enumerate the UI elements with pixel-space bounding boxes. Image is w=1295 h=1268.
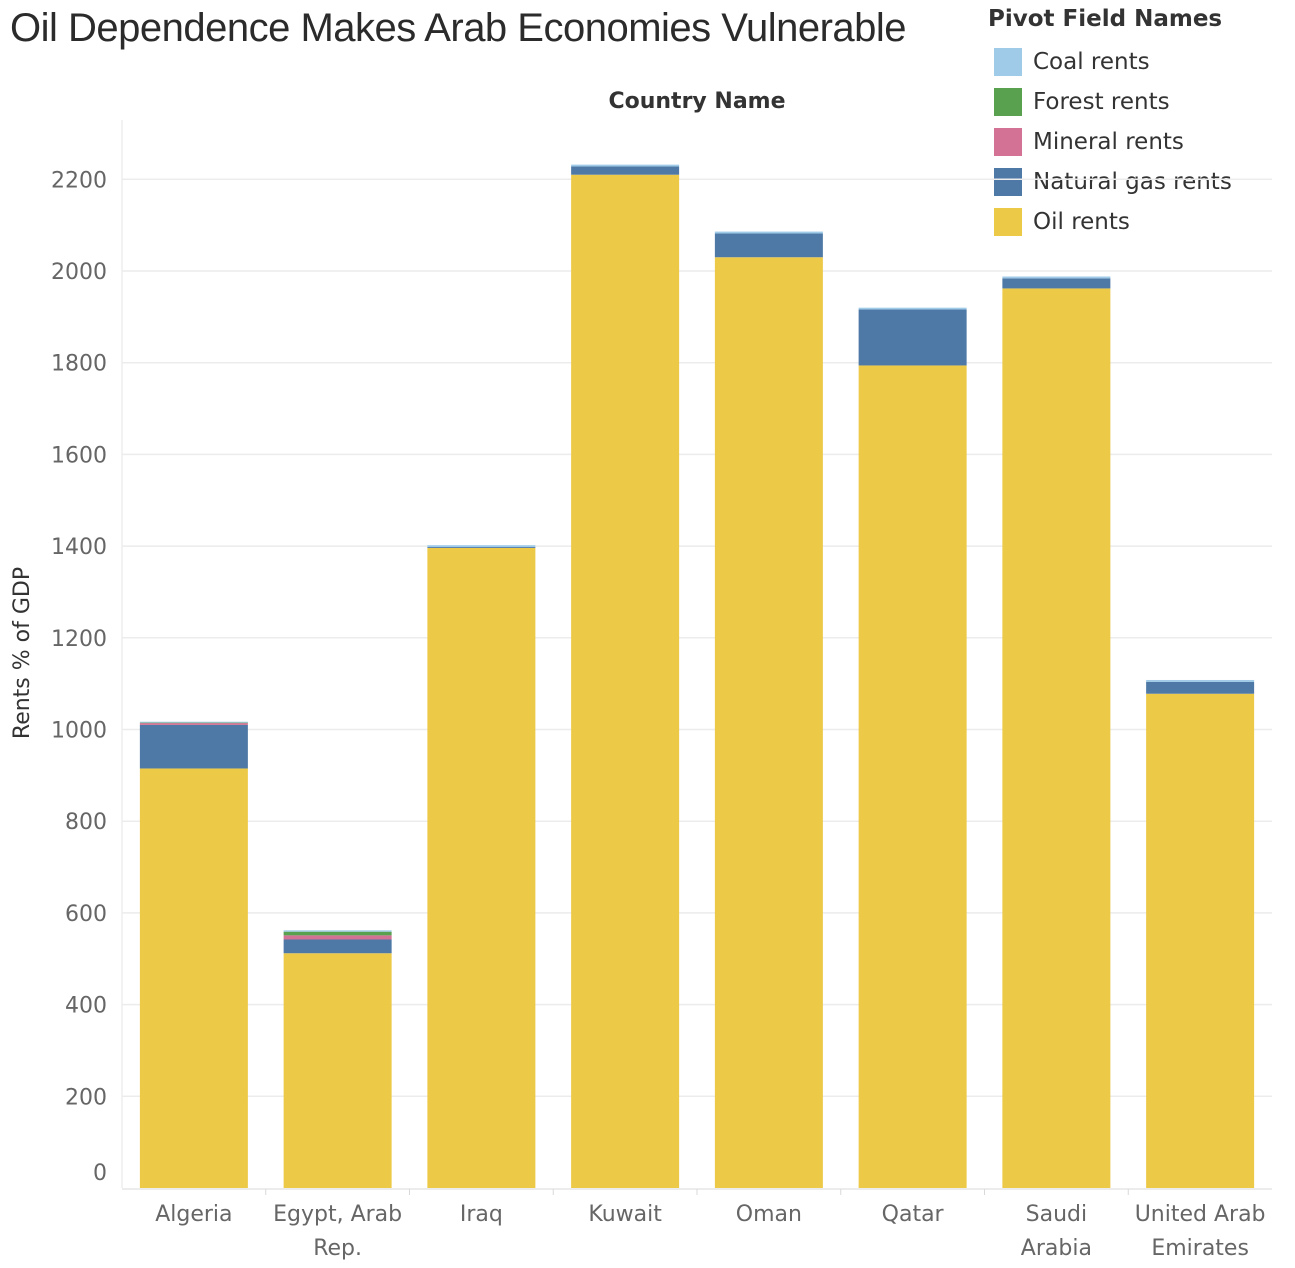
x-tick-label: Rep. [313, 1236, 362, 1261]
bar-segment-mineral-rents[interactable] [139, 723, 248, 725]
bar-segment-oil-rents[interactable] [1146, 693, 1255, 1188]
legend-swatch [994, 48, 1022, 76]
bar-segment-oil-rents[interactable] [714, 257, 823, 1188]
legend-swatch [994, 168, 1022, 196]
x-tick-label: Saudi [1026, 1202, 1087, 1227]
y-tick-label: 2000 [51, 260, 107, 285]
legend-item-coal[interactable]: Coal rents [988, 42, 1232, 82]
bar-segment-coal-rents[interactable] [283, 930, 392, 932]
y-tick-label: 1600 [51, 443, 107, 468]
bar-segment-natural-gas-rents[interactable] [283, 939, 392, 954]
bar-segment-oil-rents[interactable] [283, 953, 392, 1188]
axes: Country Name Rents % of GDP 0 200 400 600 80… [10, 89, 1266, 1261]
bar-segment-oil-rents[interactable] [427, 547, 536, 1188]
x-tick-label: United Arab [1135, 1202, 1266, 1227]
legend-label: Oil rents [1033, 209, 1130, 235]
legend-title: Pivot Field Names [988, 6, 1223, 32]
legend-swatch [994, 128, 1022, 156]
bar-segment-natural-gas-rents[interactable] [714, 233, 823, 258]
bar-segment-coal-rents[interactable] [858, 307, 967, 310]
bar-segment-coal-rents[interactable] [571, 164, 680, 167]
bar-segment-coal-rents[interactable] [714, 231, 823, 234]
y-axis-title: Rents % of GDP [10, 567, 35, 739]
x-tick-label: Emirates [1151, 1236, 1249, 1261]
bar-segment-natural-gas-rents[interactable] [139, 724, 248, 769]
x-tick-label: Kuwait [588, 1202, 662, 1227]
x-tick-label: Qatar [882, 1202, 945, 1227]
y-tick-label: 1200 [51, 627, 107, 652]
y-tick-label: 0 [93, 1161, 107, 1186]
legend-item-forest[interactable]: Forest rents [988, 82, 1232, 122]
y-tick-label: 2200 [51, 168, 107, 193]
x-tick-label: Algeria [155, 1202, 232, 1227]
bar-segment-natural-gas-rents[interactable] [427, 547, 536, 548]
x-tick-label: Egypt, Arab [273, 1202, 402, 1227]
bar-segment-oil-rents[interactable] [571, 174, 680, 1189]
y-tick-label: 200 [65, 1085, 107, 1110]
legend-label: Forest rents [1033, 89, 1170, 115]
bar-segment-oil-rents[interactable] [1002, 288, 1111, 1189]
legend-label: Natural gas rents [1033, 169, 1232, 195]
legend-label: Coal rents [1033, 49, 1150, 75]
y-tick-label: 1800 [51, 352, 107, 377]
bar-segment-forest-rents[interactable] [283, 931, 392, 936]
bar-segment-forest-rents[interactable] [139, 722, 248, 724]
x-tick-label: Oman [736, 1202, 802, 1227]
bar-segment-coal-rents[interactable] [1002, 276, 1111, 279]
legend-item-natural-gas[interactable]: Natural gas rents [988, 162, 1232, 202]
x-tick-label: Iraq [460, 1202, 503, 1227]
legend-swatch [994, 88, 1022, 116]
legend-item-mineral[interactable]: Mineral rents [988, 122, 1232, 162]
bar-segment-coal-rents[interactable] [1146, 679, 1255, 682]
bar-segment-oil-rents[interactable] [139, 768, 248, 1188]
bar-segment-natural-gas-rents[interactable] [858, 309, 967, 366]
x-tick-label: Arabia [1021, 1236, 1092, 1261]
y-tick-label: 800 [65, 810, 107, 835]
legend-item-oil[interactable]: Oil rents [988, 202, 1232, 242]
chart-title: Oil Dependence Makes Arab Economies Vuln… [10, 6, 907, 50]
bars [139, 164, 1255, 1189]
y-tick-label: 1000 [51, 719, 107, 744]
y-tick-label: 400 [65, 994, 107, 1019]
bar-segment-natural-gas-rents[interactable] [1002, 278, 1111, 289]
bar-segment-natural-gas-rents[interactable] [571, 166, 680, 175]
bar-segment-natural-gas-rents[interactable] [1146, 681, 1255, 694]
column-header: Country Name [608, 89, 785, 114]
y-tick-label: 1400 [51, 535, 107, 560]
bar-segment-coal-rents[interactable] [139, 721, 248, 723]
legend-swatch [994, 208, 1022, 236]
legend-label: Mineral rents [1033, 129, 1184, 155]
legend: Pivot Field Names Coal rents Forest rent… [988, 6, 1232, 242]
bar-segment-mineral-rents[interactable] [283, 935, 392, 940]
bar-segment-oil-rents[interactable] [858, 365, 967, 1188]
bar-segment-coal-rents[interactable] [427, 545, 536, 548]
y-tick-label: 600 [65, 902, 107, 927]
